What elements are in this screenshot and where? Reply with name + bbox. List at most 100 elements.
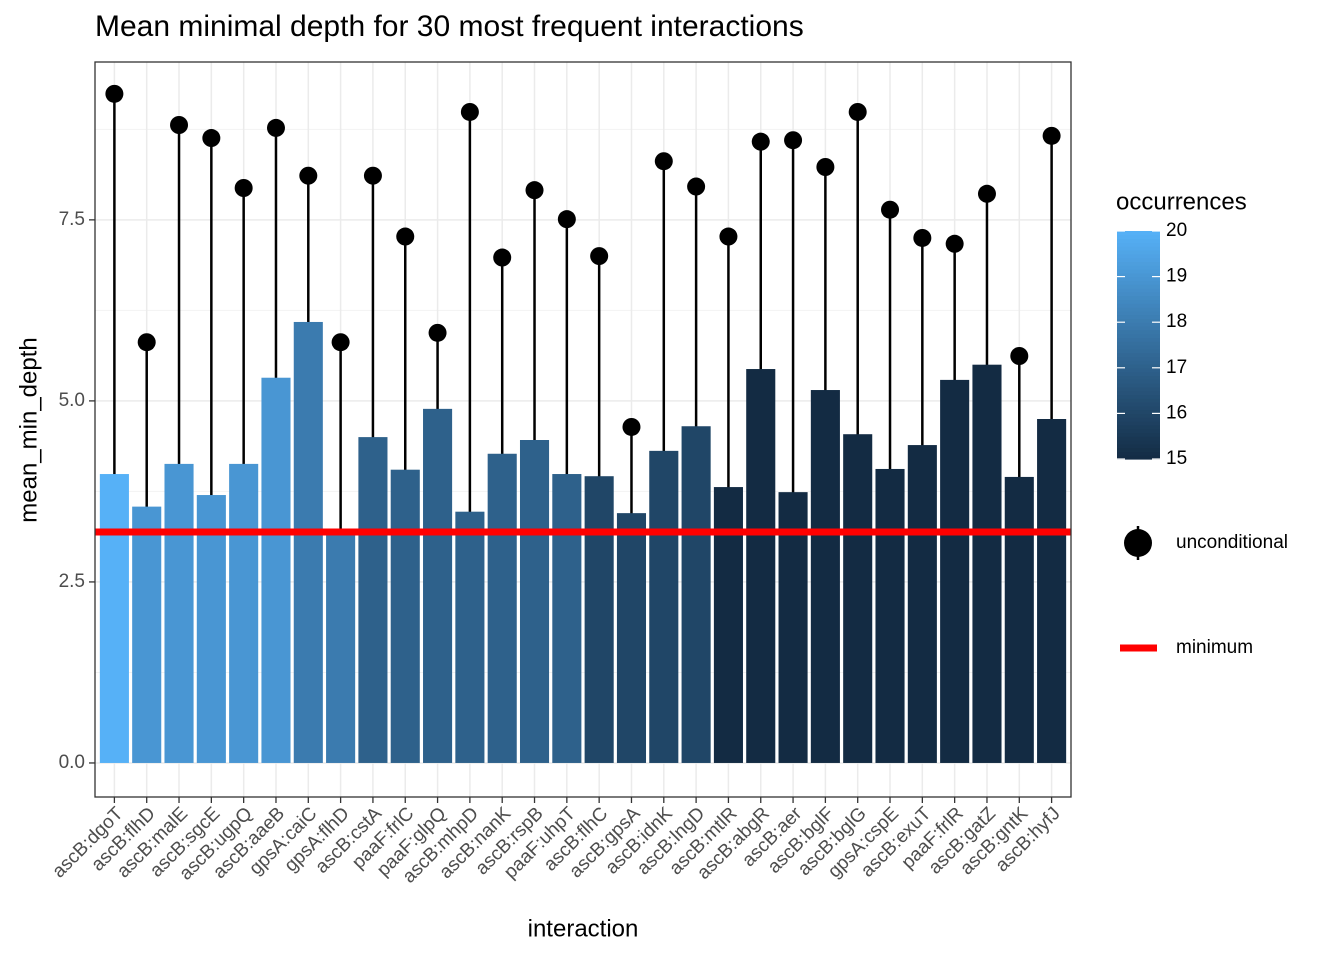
- colorbar-segment: [1117, 234, 1160, 240]
- colorbar-segment: [1117, 371, 1160, 376]
- colorbar-segment: [1117, 310, 1160, 316]
- colorbar-segment: [1117, 269, 1160, 274]
- y-tick-label: 2.5: [59, 571, 85, 592]
- x-axis-title: interaction: [528, 915, 639, 942]
- point: [363, 166, 382, 185]
- bar: [649, 450, 679, 763]
- colorbar-segment: [1117, 409, 1160, 414]
- y-tick-label: 7.5: [59, 209, 85, 230]
- colorbar-segment: [1117, 402, 1160, 407]
- colorbar-segment: [1117, 432, 1160, 437]
- colorbar-segment: [1117, 367, 1160, 373]
- colorbar-segment: [1117, 253, 1160, 259]
- chart-title: Mean minimal depth for 30 most frequent …: [95, 10, 804, 43]
- colorbar-segment: [1117, 246, 1160, 251]
- colorbar-segment: [1117, 303, 1160, 308]
- bar: [455, 511, 485, 763]
- point: [719, 227, 738, 246]
- colorbar-segment: [1117, 383, 1160, 388]
- bar: [196, 495, 226, 763]
- bar: [423, 408, 453, 763]
- colorbar-segment: [1117, 345, 1160, 350]
- colorbar-segment: [1117, 250, 1160, 255]
- colorbar-segment: [1117, 390, 1160, 395]
- point: [331, 333, 350, 352]
- colorbar-segment: [1117, 318, 1160, 323]
- bar: [229, 463, 259, 763]
- legend-title: occurrences: [1116, 188, 1247, 215]
- colorbar-segment: [1117, 329, 1160, 335]
- colorbar-segment: [1117, 231, 1160, 236]
- colorbar-label: 16: [1166, 402, 1187, 423]
- bar: [584, 476, 614, 763]
- bar: [487, 453, 517, 763]
- colorbar-segment: [1117, 360, 1160, 365]
- bar: [681, 426, 711, 763]
- bar: [293, 321, 323, 763]
- bar: [972, 364, 1002, 763]
- colorbar-segment: [1117, 291, 1160, 297]
- colorbar-segment: [1117, 386, 1160, 392]
- colorbar-segment: [1117, 375, 1160, 380]
- colorbar-segment: [1117, 417, 1160, 422]
- point: [557, 210, 576, 229]
- point: [460, 102, 479, 121]
- colorbar-segment: [1117, 436, 1160, 441]
- colorbar-segment: [1117, 322, 1160, 327]
- point: [977, 184, 996, 203]
- point: [299, 166, 318, 185]
- colorbar-segment: [1117, 280, 1160, 285]
- point: [784, 131, 803, 150]
- bar: [519, 440, 550, 763]
- colorbar-segment: [1117, 284, 1160, 289]
- colorbar-segment: [1117, 238, 1160, 243]
- point: [913, 228, 932, 247]
- colorbar-label: 18: [1166, 311, 1187, 332]
- colorbar-segment: [1117, 261, 1160, 266]
- point: [170, 116, 189, 134]
- y-tick-label: 0.0: [59, 752, 85, 773]
- panel-border: [94, 61, 1072, 798]
- colorbar-segment: [1117, 451, 1160, 456]
- colorbar-segment: [1117, 405, 1160, 411]
- colorbar-segment: [1117, 314, 1160, 319]
- bar: [746, 369, 776, 763]
- colorbar-segment: [1117, 337, 1160, 342]
- bar: [940, 379, 970, 763]
- colorbar-segment: [1117, 348, 1160, 354]
- colorbar-segment: [1117, 307, 1160, 312]
- point: [848, 102, 867, 121]
- colorbar-segment: [1117, 447, 1160, 452]
- colorbar-segment: [1117, 413, 1160, 418]
- colorbar-segment: [1117, 364, 1160, 369]
- point: [1010, 347, 1029, 365]
- colorbar-segment: [1117, 299, 1160, 304]
- colorbar-segment: [1117, 242, 1160, 247]
- colorbar-label: 19: [1166, 266, 1187, 287]
- bar: [326, 531, 356, 763]
- bar: [99, 474, 129, 763]
- bar: [358, 437, 388, 763]
- colorbar-label: 17: [1166, 357, 1187, 378]
- bar: [261, 377, 291, 763]
- colorbar-segment: [1117, 352, 1160, 357]
- bar: [132, 506, 162, 763]
- legend-label: unconditional: [1176, 532, 1288, 553]
- point: [266, 118, 285, 137]
- colorbar-segment: [1117, 394, 1160, 399]
- point: [654, 152, 673, 171]
- colorbar-segment: [1117, 333, 1160, 338]
- legend-label: minimum: [1176, 637, 1253, 658]
- point: [493, 248, 512, 267]
- point: [137, 333, 156, 352]
- bar: [616, 513, 647, 763]
- colorbar-segment: [1117, 276, 1160, 281]
- colorbar-segment: [1117, 443, 1160, 449]
- point: [105, 84, 124, 103]
- point: [234, 179, 253, 197]
- y-axis-title: mean_min_depth: [15, 337, 42, 522]
- colorbar-segment: [1117, 341, 1160, 346]
- bar: [875, 468, 905, 763]
- bar: [810, 390, 840, 763]
